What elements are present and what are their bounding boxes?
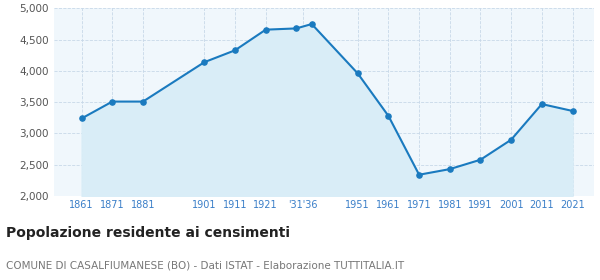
Point (138, 99, 148, 104)
Point (292, 26, 301, 31)
Point (261, 27, 271, 32)
Point (506, 137, 516, 142)
Point (77, 116, 86, 121)
Point (476, 157, 485, 162)
Text: Popolazione residente ai censimenti: Popolazione residente ai censimenti (6, 226, 290, 240)
Text: COMUNE DI CASALFIUMANESE (BO) - Dati ISTAT - Elaborazione TUTTITALIA.IT: COMUNE DI CASALFIUMANESE (BO) - Dati IST… (6, 261, 404, 271)
Point (353, 71, 362, 76)
Point (537, 102, 547, 106)
Point (307, 22, 317, 26)
Point (445, 167, 455, 171)
Point (415, 172, 424, 177)
Point (200, 60, 209, 64)
Point (568, 109, 577, 113)
Point (383, 114, 393, 118)
Point (107, 99, 117, 104)
Point (230, 48, 240, 53)
